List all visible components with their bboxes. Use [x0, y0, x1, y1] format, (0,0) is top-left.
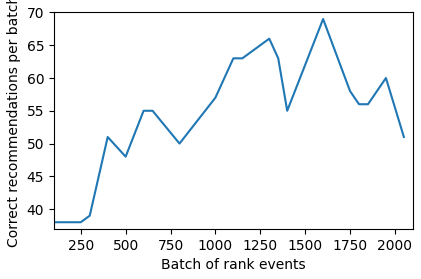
- X-axis label: Batch of rank events: Batch of rank events: [161, 258, 306, 272]
- Y-axis label: Correct recommendations per batch: Correct recommendations per batch: [7, 0, 21, 247]
